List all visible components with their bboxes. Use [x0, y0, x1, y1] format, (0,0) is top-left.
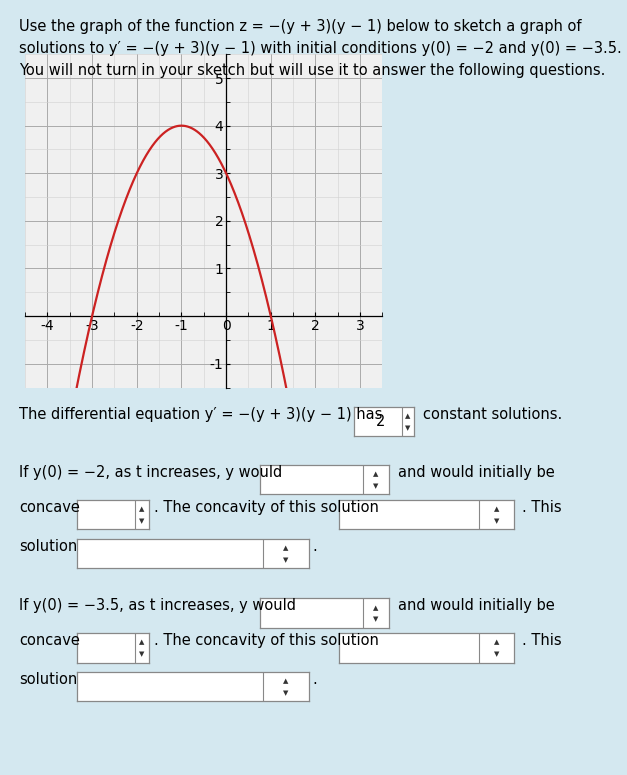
Text: The differential equation y′ = −(y + 3)(y − 1) has: The differential equation y′ = −(y + 3)(…	[19, 407, 382, 422]
Text: . The concavity of this solution: . The concavity of this solution	[154, 633, 379, 648]
Text: ▼: ▼	[139, 518, 145, 524]
Text: ▼: ▼	[139, 651, 145, 657]
Text: ▼: ▼	[373, 616, 379, 622]
Text: solution: solution	[19, 539, 77, 553]
Text: concave: concave	[19, 633, 80, 648]
Text: .: .	[312, 539, 317, 553]
Text: ▲: ▲	[283, 545, 288, 551]
Text: You will not turn in your sketch but will use it to answer the following questio: You will not turn in your sketch but wil…	[19, 63, 605, 78]
Text: ▲: ▲	[494, 639, 499, 646]
Text: constant solutions.: constant solutions.	[423, 407, 562, 422]
Text: ▲: ▲	[283, 678, 288, 684]
Text: ▼: ▼	[373, 483, 379, 489]
Text: If y(0) = −3.5, as t increases, y would: If y(0) = −3.5, as t increases, y would	[19, 598, 296, 613]
Text: ▼: ▼	[494, 651, 499, 657]
Text: . This: . This	[522, 500, 561, 515]
Text: ▲: ▲	[373, 604, 379, 611]
Text: and would initially be: and would initially be	[398, 465, 555, 480]
Text: Use the graph of the function z = −(y + 3)(y − 1) below to sketch a graph of: Use the graph of the function z = −(y + …	[19, 19, 581, 34]
Text: concave: concave	[19, 500, 80, 515]
Text: solutions to y′ = −(y + 3)(y − 1) with initial conditions y(0) = −2 and y(0) = −: solutions to y′ = −(y + 3)(y − 1) with i…	[19, 41, 621, 56]
Text: solution: solution	[19, 672, 77, 687]
Text: . This: . This	[522, 633, 561, 648]
Text: ▲: ▲	[405, 413, 411, 419]
Text: ▼: ▼	[405, 425, 411, 431]
Text: ▲: ▲	[494, 506, 499, 512]
Text: ▼: ▼	[283, 690, 288, 696]
Text: 2: 2	[376, 414, 386, 429]
Text: and would initially be: and would initially be	[398, 598, 555, 613]
Text: ▲: ▲	[139, 639, 145, 646]
Text: ▼: ▼	[283, 556, 288, 563]
Text: ▲: ▲	[139, 506, 145, 512]
Text: If y(0) = −2, as t increases, y would: If y(0) = −2, as t increases, y would	[19, 465, 282, 480]
Text: ▲: ▲	[373, 471, 379, 477]
Text: . The concavity of this solution: . The concavity of this solution	[154, 500, 379, 515]
Text: .: .	[312, 672, 317, 687]
Text: ▼: ▼	[494, 518, 499, 524]
